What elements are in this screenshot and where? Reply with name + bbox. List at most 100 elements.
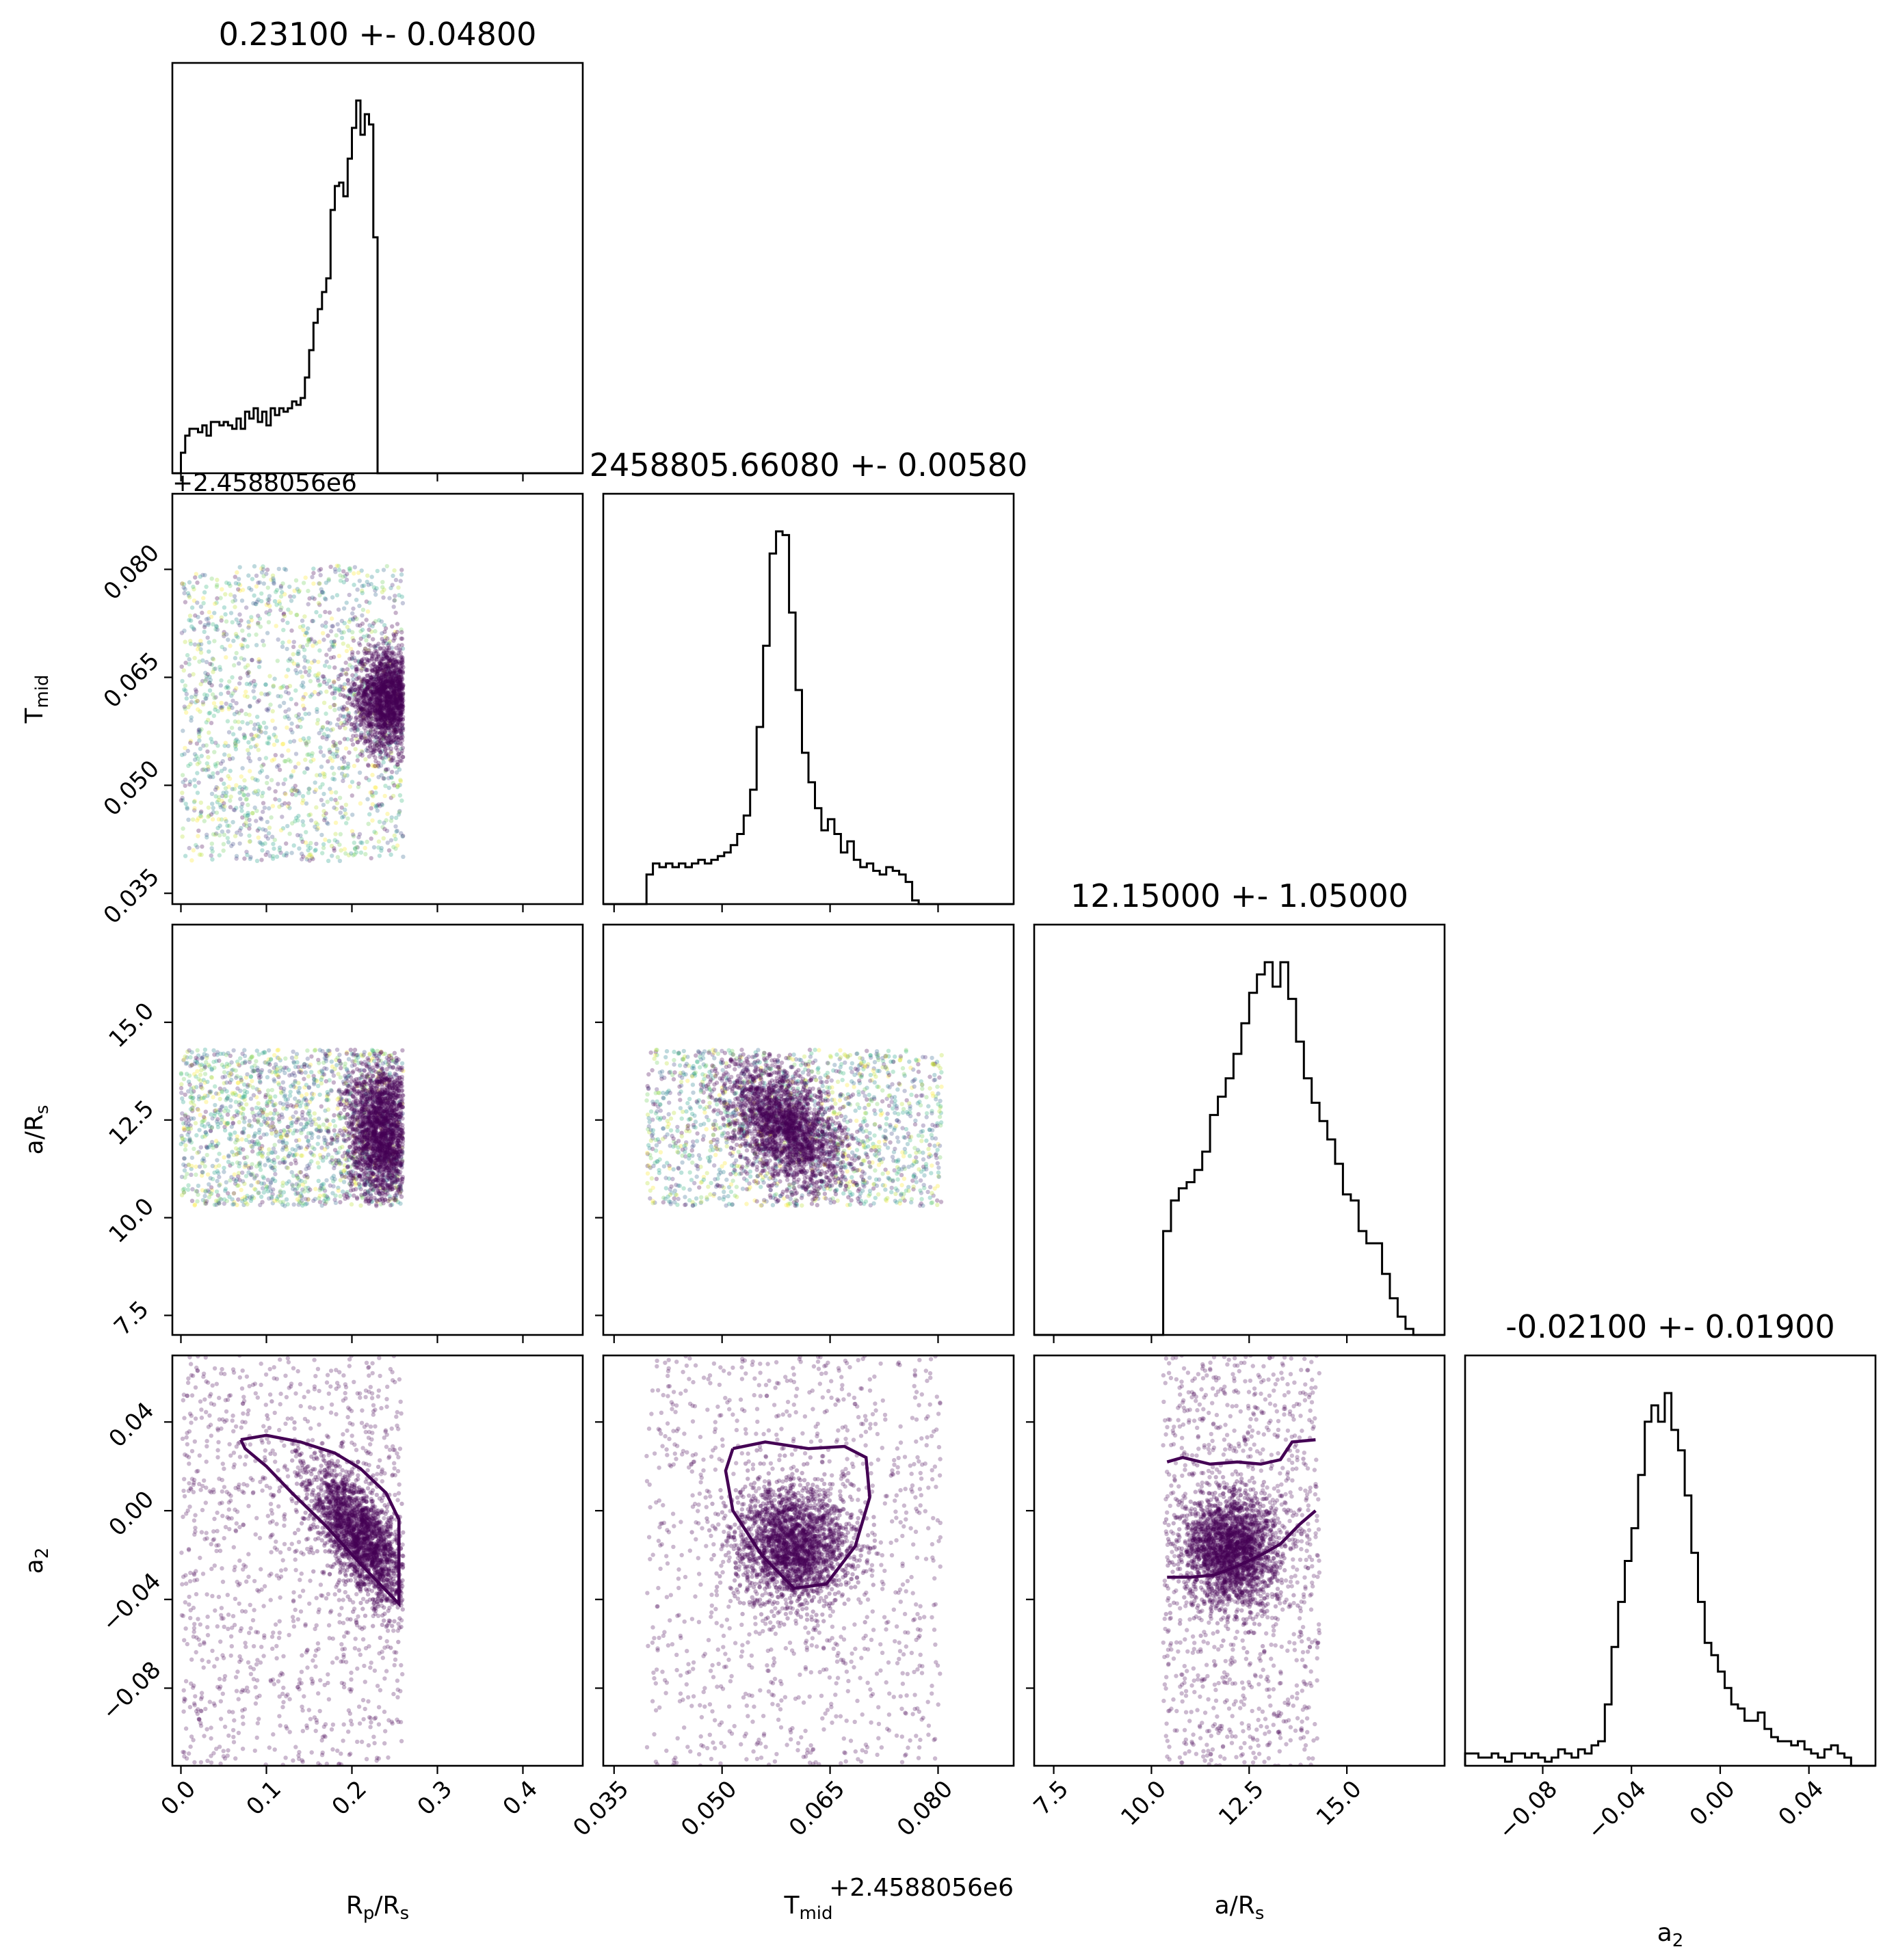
scatter-point (306, 1074, 311, 1079)
scatter-point (373, 676, 378, 681)
scatter-point (357, 832, 363, 837)
scatter-point (378, 683, 383, 689)
scatter-point (369, 708, 375, 713)
scatter-point (369, 806, 373, 811)
scatter-point (333, 570, 338, 574)
scatter-point (378, 699, 382, 704)
scatter-point (378, 804, 382, 808)
scatter-point (386, 646, 392, 650)
scatter-point (219, 817, 224, 822)
scatter-point (351, 685, 356, 690)
scatter-point (381, 1143, 386, 1149)
scatter-point (399, 724, 404, 728)
scatter-point (386, 1075, 391, 1080)
scatter-point (187, 782, 192, 787)
scatter-point (377, 819, 382, 824)
scatter-point (389, 585, 393, 590)
scatter-point (263, 730, 268, 735)
scatter-point (393, 657, 398, 662)
scatter-point (330, 1176, 334, 1180)
scatter-point (258, 1072, 263, 1076)
scatter-point (401, 834, 406, 838)
scatter-point (366, 702, 371, 706)
scatter-point (224, 1061, 230, 1066)
scatter-point (313, 1078, 318, 1083)
scatter-point (378, 693, 383, 698)
scatter-point (399, 701, 404, 706)
scatter-point (323, 1193, 328, 1198)
scatter-point (294, 671, 300, 676)
scatter-point (289, 789, 294, 793)
scatter-point (182, 1187, 187, 1191)
scatter-point (354, 669, 359, 674)
scatter-point (267, 853, 272, 858)
scatter-point (381, 690, 386, 696)
scatter-point (361, 717, 366, 723)
scatter-point (367, 623, 372, 628)
scatter-point (389, 663, 395, 669)
scatter-point (239, 832, 243, 837)
scatter-point (382, 650, 387, 655)
scatter-point (293, 788, 298, 793)
scatter-point (392, 685, 397, 689)
scatter-point (257, 1146, 262, 1151)
scatter-point (360, 1150, 366, 1155)
scatter-point (220, 706, 224, 711)
scatter-point (363, 689, 367, 694)
scatter-point (239, 1101, 243, 1107)
scatter-point (301, 628, 306, 633)
scatter-point (387, 698, 392, 703)
scatter-point (379, 619, 384, 624)
scatter-point (379, 687, 384, 691)
scatter-point (277, 848, 282, 853)
scatter-point (385, 646, 390, 650)
scatter-point (381, 672, 386, 677)
scatter-point (393, 692, 397, 698)
scatter-point (383, 719, 388, 724)
scatter-point (361, 689, 366, 694)
scatter-point (228, 1163, 233, 1168)
scatter-point (291, 739, 297, 743)
scatter-point (364, 776, 369, 780)
scatter-point (308, 1187, 313, 1192)
scatter-point (292, 1073, 298, 1078)
scatter-point (391, 683, 395, 687)
scatter-point (385, 680, 390, 685)
scatter-point (317, 1193, 322, 1198)
scatter-point (252, 1063, 257, 1068)
scatter-point (387, 713, 393, 717)
scatter-point (375, 644, 380, 648)
scatter-point (382, 703, 386, 708)
scatter-point (393, 729, 398, 734)
scatter-point (292, 588, 297, 593)
scatter-point (376, 702, 380, 707)
scatter-point (317, 648, 322, 653)
scatter-point (317, 1196, 321, 1201)
scatter-point (186, 1089, 191, 1094)
scatter-point (398, 691, 403, 696)
scatter-point (394, 729, 399, 734)
scatter-point (213, 787, 218, 792)
scatter-point (235, 1138, 240, 1143)
scatter-point (200, 767, 205, 772)
scatter-point (269, 1165, 274, 1171)
scatter-point (398, 685, 404, 691)
scatter-point (244, 849, 249, 854)
scatter-point (393, 693, 397, 698)
scatter-point (359, 661, 364, 665)
scatter-point (308, 818, 314, 823)
scatter-point (341, 714, 345, 719)
scatter-point (296, 761, 301, 766)
scatter-point (382, 1081, 387, 1086)
scatter-point (244, 797, 249, 802)
scatter-point (395, 721, 400, 727)
scatter-point (360, 1087, 365, 1092)
scatter-point (371, 1182, 376, 1187)
scatter-point (242, 734, 248, 739)
scatter-point (235, 830, 239, 835)
scatter-point (379, 661, 384, 666)
scatter-point (373, 791, 378, 795)
scatter-point (373, 708, 378, 713)
scatter-point (347, 620, 352, 624)
scatter-point (291, 639, 296, 644)
